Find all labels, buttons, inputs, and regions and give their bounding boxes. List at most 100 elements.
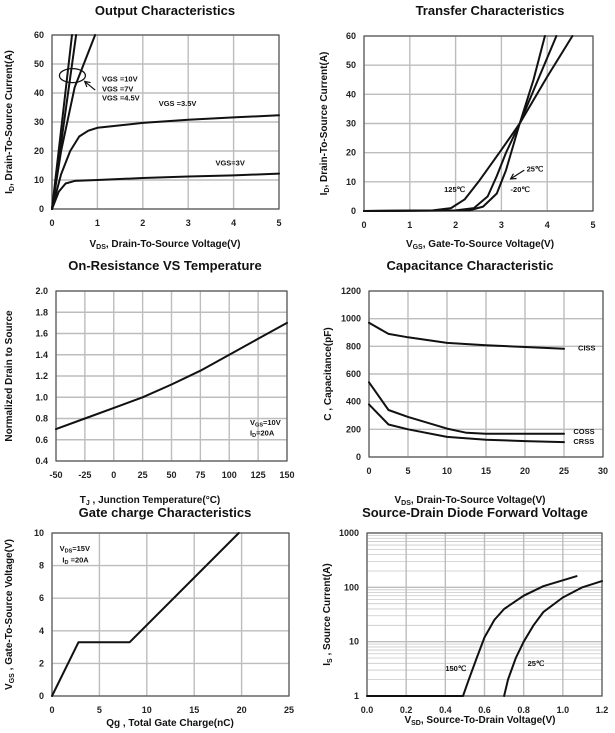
x-tick-label: 1 bbox=[407, 220, 412, 230]
plot-frame bbox=[51, 532, 290, 697]
y-axis-label-rest: , Gate-To-Source Voltage(V) bbox=[4, 539, 15, 673]
y-tick-label: 1200 bbox=[341, 286, 361, 296]
y-tick-label: 1 bbox=[354, 691, 359, 701]
annotation-text: 150℃ bbox=[445, 664, 467, 673]
x-axis-label-subscript: DS bbox=[401, 500, 411, 507]
y-axis-label-main: I bbox=[322, 663, 333, 666]
annotation-text: CRSS bbox=[573, 437, 594, 446]
plot-frame bbox=[363, 35, 594, 212]
annotation: VGS=10V bbox=[250, 418, 281, 429]
annotation-text: VGS =10V bbox=[102, 74, 138, 83]
series-line-1 bbox=[55, 321, 288, 431]
y-tick-label: 50 bbox=[34, 59, 44, 69]
annotation-text: I bbox=[62, 555, 64, 564]
annotation: ID=20A bbox=[250, 429, 275, 440]
annotation-text: VGS =4.5V bbox=[102, 93, 140, 102]
y-tick-label: 10 bbox=[346, 177, 356, 187]
y-tick-label: 40 bbox=[346, 89, 356, 99]
x-axis-label-subscript: DS bbox=[96, 244, 106, 251]
annotation-text: =15V bbox=[72, 544, 90, 553]
annotation: 25℃ bbox=[527, 165, 544, 174]
x-axis-label-rest: , Junction Temperature(°C) bbox=[90, 495, 221, 506]
x-axis-label-main: V bbox=[406, 239, 413, 250]
arrow-line bbox=[510, 169, 525, 180]
y-tick-label: 1.8 bbox=[35, 307, 48, 317]
y-axis-label-main: V bbox=[4, 683, 15, 690]
y-tick-label: 800 bbox=[346, 341, 361, 351]
annotation: VGS =10V bbox=[102, 74, 138, 83]
chart-title: Source-Drain Diode Forward Voltage bbox=[362, 505, 588, 520]
y-tick-label: 400 bbox=[346, 397, 361, 407]
plot-frame bbox=[368, 290, 604, 458]
chart-title: Capacitance Characteristic bbox=[387, 258, 554, 273]
annotation-text: VGS =7V bbox=[102, 85, 133, 94]
y-tick-label: 1.4 bbox=[35, 350, 48, 360]
series-line-3 bbox=[363, 35, 546, 212]
y-tick-label: 600 bbox=[346, 369, 361, 379]
y-tick-label: 1.0 bbox=[35, 392, 48, 402]
x-axis-label: VSD, Source-To-Drain Voltage(V) bbox=[404, 715, 555, 727]
series-line-1 bbox=[368, 321, 565, 350]
arrow-head-icon bbox=[509, 173, 517, 180]
series-line-2 bbox=[503, 580, 603, 697]
x-tick-label: 2 bbox=[453, 220, 458, 230]
annotation: CRSS bbox=[573, 437, 594, 446]
chart-title: Gate charge Characteristics bbox=[79, 505, 252, 520]
annotation-text: =20A bbox=[256, 429, 275, 438]
y-axis-label-main: Normalized Drain to Source bbox=[4, 310, 15, 442]
x-tick-label: -50 bbox=[49, 470, 62, 480]
y-axis-label-main: C , Capacitance(pF) bbox=[323, 327, 334, 420]
x-tick-label: 0 bbox=[366, 466, 371, 476]
y-axis-label-subscript: D bbox=[324, 188, 331, 193]
y-tick-label: 10 bbox=[34, 175, 44, 185]
y-tick-label: 20 bbox=[346, 148, 356, 158]
y-tick-label: 0.4 bbox=[35, 456, 48, 466]
arrow-line bbox=[84, 80, 96, 91]
series-line-5 bbox=[51, 172, 280, 210]
series-line-1 bbox=[366, 575, 578, 697]
x-tick-label: 0.8 bbox=[517, 705, 530, 715]
annotation-subscript: D bbox=[65, 560, 69, 566]
chart-4: Capacitance Characteristic 0 5 10 15 20 25 30 0 2… bbox=[323, 258, 608, 507]
group-ellipse bbox=[58, 67, 87, 84]
x-tick-label: 0.2 bbox=[400, 705, 413, 715]
x-tick-label: 4 bbox=[545, 220, 550, 230]
x-axis-label-rest: , Source-To-Drain Voltage(V) bbox=[421, 715, 556, 726]
x-tick-label: 2 bbox=[140, 218, 145, 228]
annotation: VGS =7V bbox=[102, 85, 133, 94]
x-tick-label: 0 bbox=[111, 470, 116, 480]
chart-title: On-Resistance VS Temperature bbox=[68, 258, 261, 273]
y-tick-label: 4 bbox=[39, 626, 44, 636]
y-tick-label: 0 bbox=[356, 452, 361, 462]
annotation-subscript: GS bbox=[255, 422, 263, 428]
x-tick-label: 125 bbox=[251, 470, 266, 480]
x-axis-label: VDS, Drain-To-Source Voltage(V) bbox=[89, 239, 240, 251]
annotation: -20℃ bbox=[511, 185, 531, 194]
series-line-2 bbox=[368, 381, 565, 435]
x-tick-label: 10 bbox=[142, 705, 152, 715]
x-axis-label-main: V bbox=[404, 715, 411, 726]
x-tick-label: 50 bbox=[166, 470, 176, 480]
x-tick-label: 5 bbox=[276, 218, 281, 228]
x-tick-label: 25 bbox=[284, 705, 294, 715]
annotation: ID =20A bbox=[62, 555, 89, 566]
x-tick-label: 15 bbox=[481, 466, 491, 476]
x-axis-label-subscript: GS bbox=[413, 244, 423, 251]
y-tick-label: 1.6 bbox=[35, 329, 48, 339]
x-tick-label: 30 bbox=[598, 466, 608, 476]
series-line-4 bbox=[51, 114, 280, 210]
x-tick-label: 1 bbox=[95, 218, 100, 228]
annotation-text: CISS bbox=[578, 343, 596, 352]
x-axis-label-subscript: J bbox=[86, 500, 90, 507]
x-axis-label-rest: , Drain-To-Source Voltage(V) bbox=[411, 495, 546, 506]
x-axis-label-rest: , Gate-To-Source Voltage(V) bbox=[423, 239, 554, 250]
x-tick-label: 1.2 bbox=[596, 705, 609, 715]
series-line-1 bbox=[51, 532, 240, 697]
y-tick-label: 40 bbox=[34, 88, 44, 98]
annotation-text: =20A bbox=[69, 555, 90, 564]
y-tick-label: 2.0 bbox=[35, 286, 48, 296]
y-tick-label: 8 bbox=[39, 561, 44, 571]
y-tick-label: 0 bbox=[351, 206, 356, 216]
annotation-text: V bbox=[250, 418, 255, 427]
